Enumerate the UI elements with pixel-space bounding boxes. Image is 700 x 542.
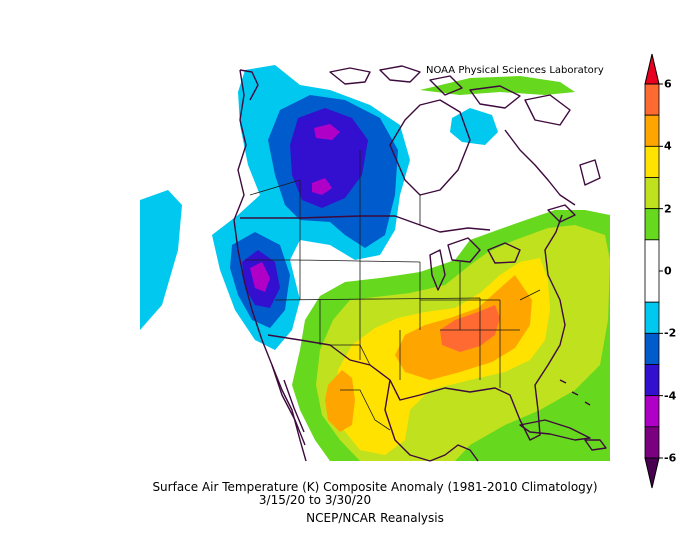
colorbar-label: -6	[664, 451, 677, 465]
colorbar	[644, 53, 663, 489]
colorbar-label: 6	[664, 77, 672, 91]
colorbar-bin	[644, 177, 660, 210]
colorbar-bottom-arrow	[644, 457, 660, 489]
colorbar-bin	[644, 208, 660, 241]
anomaly-region-green-ne	[420, 76, 575, 95]
anomaly-region-orange-tx	[325, 370, 355, 432]
credit-label: NOAA Physical Sciences Laboratory	[426, 65, 604, 76]
coastlines	[233, 65, 607, 462]
colorbar-label: 0	[664, 264, 672, 278]
colorbar-bin	[644, 395, 660, 428]
caption-source: NCEP/NCAR Reanalysis	[306, 511, 444, 525]
caption-title: Surface Air Temperature (K) Composite An…	[152, 480, 598, 494]
colorbar-bin	[644, 426, 660, 459]
colorbar-bin	[644, 332, 660, 365]
anomaly-fields	[140, 65, 610, 461]
caption-dates: 3/15/20 to 3/30/20	[258, 493, 372, 507]
political-borders	[245, 150, 541, 431]
anomaly-region-red	[440, 305, 500, 352]
colorbar-bin	[644, 239, 660, 303]
colorbar-bin	[644, 83, 660, 116]
colorbar-bin	[644, 145, 660, 178]
colorbar-label: -4	[664, 389, 677, 403]
colorbar-top-arrow	[644, 53, 660, 85]
anomaly-region-cyan-east	[450, 108, 498, 145]
colorbar-label: -2	[664, 326, 677, 340]
anomaly-region-magenta	[250, 124, 340, 292]
anomaly-region-cyan-west	[140, 190, 182, 330]
colorbar-bin	[644, 364, 660, 397]
colorbar-label: 2	[664, 202, 672, 216]
anomaly-region-indigo	[290, 108, 368, 208]
colorbar-bin	[644, 114, 660, 147]
colorbar-label: 4	[664, 139, 672, 153]
colorbar-bin	[644, 301, 660, 334]
